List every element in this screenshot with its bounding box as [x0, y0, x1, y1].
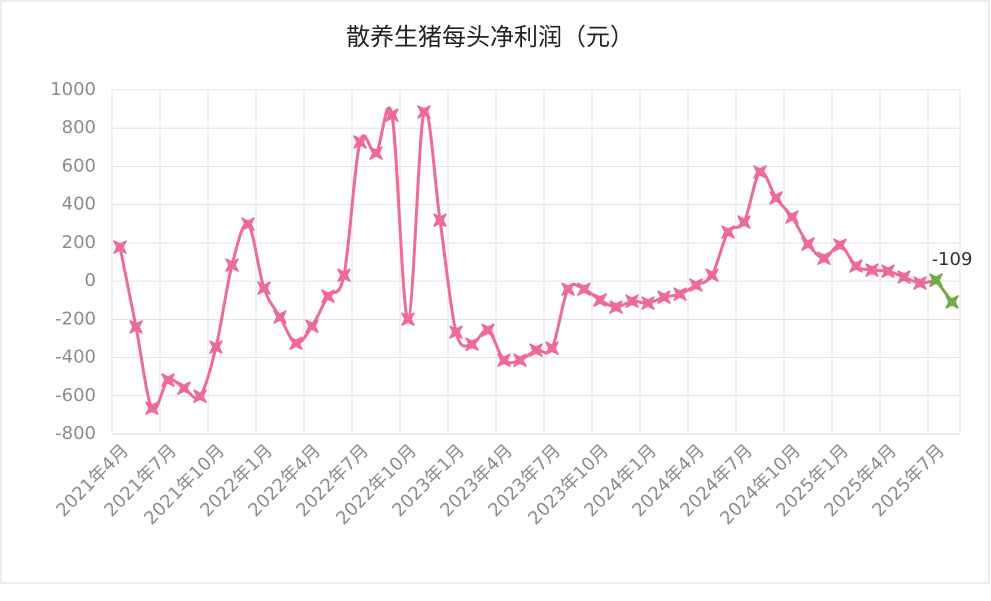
marker	[609, 300, 623, 314]
marker	[897, 270, 911, 284]
marker	[641, 296, 655, 310]
marker	[673, 287, 687, 301]
marker	[305, 319, 319, 333]
marker	[497, 353, 511, 367]
marker	[481, 323, 495, 337]
y-tick-label: 1000	[50, 79, 96, 100]
marker	[865, 263, 879, 277]
marker	[273, 310, 287, 324]
marker	[657, 290, 671, 304]
marker	[289, 336, 303, 350]
marker	[337, 268, 351, 282]
y-tick-label: -600	[55, 385, 96, 406]
marker	[193, 389, 207, 403]
marker	[369, 146, 383, 160]
marker	[753, 165, 767, 179]
y-tick-label: 400	[62, 194, 96, 215]
marker	[177, 381, 191, 395]
marker	[513, 353, 527, 367]
marker	[737, 215, 751, 229]
marker	[689, 278, 703, 292]
y-tick-label: -400	[55, 347, 96, 368]
marker	[849, 259, 863, 273]
marker	[801, 237, 815, 251]
marker	[945, 295, 959, 309]
y-tick-label: 600	[62, 155, 96, 176]
chart-title: 散养生猪每头净利润（元）	[346, 23, 634, 51]
marker	[929, 273, 943, 287]
marker	[433, 213, 447, 227]
marker	[577, 282, 591, 296]
y-tick-label: 800	[62, 117, 96, 138]
marker	[353, 135, 367, 149]
marker	[241, 217, 255, 231]
marker	[625, 294, 639, 308]
marker	[209, 340, 223, 354]
marker	[561, 282, 575, 296]
marker	[817, 251, 831, 265]
marker	[545, 341, 559, 355]
chart-border	[0, 0, 990, 584]
marker	[113, 240, 127, 254]
marker	[529, 343, 543, 357]
marker	[913, 276, 927, 290]
marker	[225, 258, 239, 272]
marker	[721, 225, 735, 239]
marker	[385, 108, 399, 122]
marker	[465, 337, 479, 351]
marker	[785, 210, 799, 224]
marker	[593, 293, 607, 307]
marker	[417, 105, 431, 119]
marker	[705, 268, 719, 282]
data-label: -109	[932, 249, 973, 270]
marker	[257, 281, 271, 295]
marker	[321, 289, 335, 303]
marker	[401, 312, 415, 326]
marker	[449, 325, 463, 339]
marker	[769, 191, 783, 205]
marker	[129, 320, 143, 334]
marker	[881, 264, 895, 278]
marker	[145, 401, 159, 415]
y-tick-label: 200	[62, 232, 96, 253]
y-tick-label: -200	[55, 308, 96, 329]
y-tick-label: -800	[55, 423, 96, 444]
marker	[161, 373, 175, 387]
y-tick-label: 0	[85, 270, 96, 291]
marker	[833, 238, 847, 252]
